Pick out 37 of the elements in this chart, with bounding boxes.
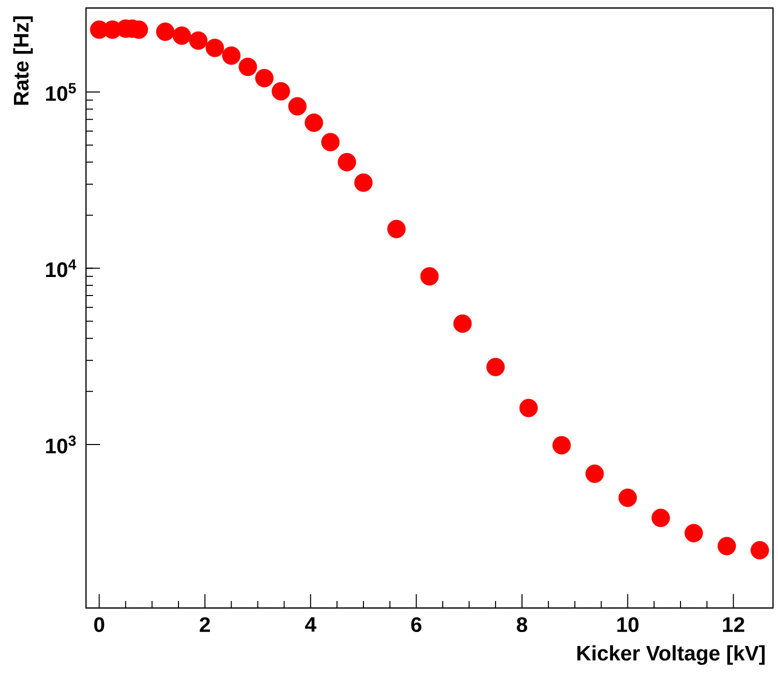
x-tick-label: 12	[723, 617, 744, 632]
point	[486, 358, 505, 376]
point	[288, 97, 307, 116]
point	[238, 58, 258, 76]
point	[338, 152, 356, 172]
x-tick-label: 6	[411, 617, 422, 632]
point	[750, 541, 769, 560]
point	[222, 46, 241, 65]
point	[354, 173, 373, 192]
point	[321, 132, 340, 152]
point	[618, 488, 637, 508]
point	[387, 220, 406, 238]
point	[585, 464, 604, 483]
point	[156, 22, 174, 41]
point	[255, 68, 274, 88]
x-tick-label: 2	[200, 617, 210, 632]
x-tick-label: 8	[516, 617, 528, 632]
point	[272, 82, 290, 100]
y-tick-label: 10$^{3}$	[46, 435, 76, 454]
point	[304, 114, 324, 132]
point	[453, 314, 472, 333]
x-axis-title: Kicker Voltage [kV]	[577, 645, 765, 665]
point	[552, 436, 571, 454]
point	[172, 26, 191, 45]
point	[206, 38, 224, 58]
point	[684, 524, 703, 542]
point	[718, 536, 736, 556]
x-tick-label: 0	[94, 617, 104, 632]
y-tick-label: 10$^{5}$	[46, 83, 76, 101]
x-tick-label: 4	[305, 617, 316, 632]
y-axis-title: Rate [Hz]	[13, 16, 33, 105]
y-tick-label: 10$^{4}$	[46, 259, 76, 278]
x-tick-label: 10	[617, 617, 638, 632]
point	[652, 508, 670, 528]
point	[519, 398, 538, 418]
point	[420, 267, 439, 286]
point	[189, 31, 208, 50]
